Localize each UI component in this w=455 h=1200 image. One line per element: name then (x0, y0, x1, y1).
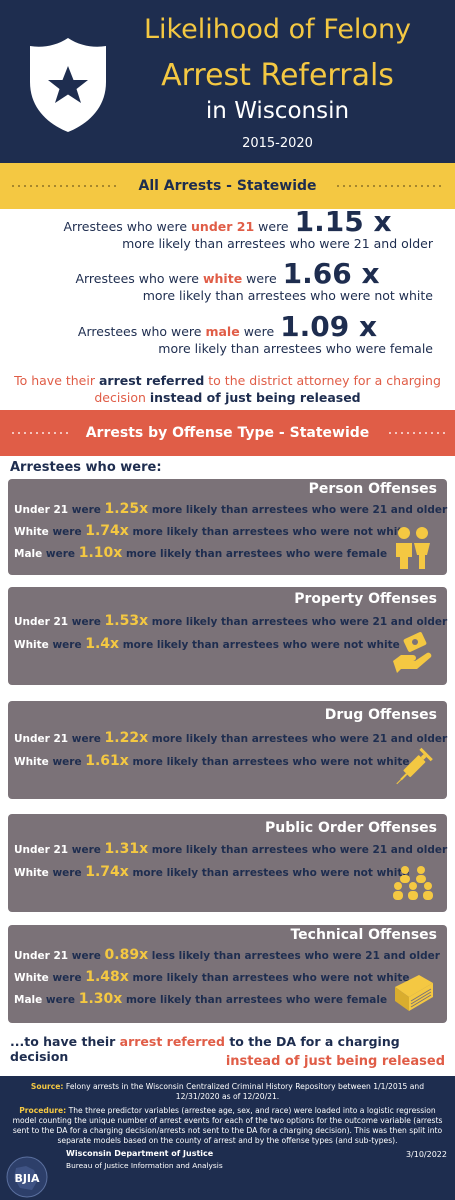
stat-suffix: were (258, 219, 289, 234)
footer: Source: Felony arrests in the Wisconsin … (0, 1076, 455, 1200)
offense-banner: Arrests by Offense Type - Statewide (0, 410, 455, 456)
card-row: Under 21 were 1.22x more likely than arr… (14, 730, 448, 746)
arrestees-intro: Arrestees who were: (10, 460, 162, 475)
property-offenses-card: Property Offenses Under 21 were 1.53x mo… (8, 587, 447, 685)
book-icon (395, 975, 433, 1011)
title-line-1: Likelihood of Felony (143, 14, 412, 45)
stat-suffix: were (246, 271, 277, 286)
stat-multiplier: 1.66 x (282, 257, 380, 290)
drug-offenses-card: Drug Offenses Under 21 were 1.22x more l… (8, 701, 447, 799)
publish-date: 3/10/2022 (405, 1150, 447, 1159)
statewide-banner: All Arrests - Statewide (0, 163, 455, 209)
stat-comparison: more likely than arrestees who were not … (142, 288, 433, 303)
stat-male: Arrestees who were male were 1.09 x more… (0, 310, 455, 356)
crowd-icon (393, 866, 433, 900)
card-row: White were 1.74x more likely than arrest… (14, 523, 410, 539)
procedure-note: Procedure: The three predictor variables… (12, 1106, 443, 1145)
card-title: Drug Offenses (324, 707, 437, 723)
offense-banner-title: Arrests by Offense Type - Statewide (85, 425, 370, 441)
statewide-conclusion: To have their arrest referred to the dis… (14, 373, 441, 405)
closing-line-1: ...to have their arrest referred to the … (10, 1034, 400, 1064)
stat-prefix: Arrestees who were (75, 271, 199, 286)
title-line-3: in Wisconsin (205, 98, 350, 124)
years-label: 2015-2020 (242, 136, 313, 151)
stat-suffix: were (243, 324, 275, 339)
source-note: Source: Felony arrests in the Wisconsin … (30, 1082, 425, 1101)
card-row: White were 1.61x more likely than arrest… (14, 753, 410, 769)
svg-text:BJIA: BJIA (14, 1172, 40, 1185)
stat-under-21: Arrestees who were under 21 were 1.15 x … (0, 205, 455, 251)
statewide-banner-title: All Arrests - Statewide (138, 178, 317, 194)
bjia-logo: BJIA (6, 1156, 48, 1198)
bureau-name: Bureau of Justice Information and Analys… (66, 1161, 223, 1170)
card-row: Under 21 were 1.53x more likely than arr… (14, 613, 448, 629)
technical-offenses-card: Technical Offenses Under 21 were 0.89x l… (8, 925, 447, 1023)
stat-group: male (205, 324, 240, 339)
public-order-offenses-card: Public Order Offenses Under 21 were 1.31… (8, 814, 447, 912)
stat-group: white (202, 271, 243, 286)
closing-line-2: instead of just being released (225, 1054, 445, 1069)
card-title: Public Order Offenses (265, 820, 437, 836)
stat-prefix: Arrestees who were (77, 324, 202, 339)
card-row: Under 21 were 1.25x more likely than arr… (14, 501, 448, 517)
card-row: White were 1.48x more likely than arrest… (14, 969, 410, 985)
stat-prefix: Arrestees who were (63, 219, 188, 234)
card-row: Under 21 were 1.31x more likely than arr… (14, 841, 448, 857)
card-title: Technical Offenses (290, 927, 437, 943)
card-row: Male were 1.10x more likely than arreste… (14, 545, 388, 561)
card-row: White were 1.4x more likely than arreste… (14, 636, 400, 652)
stat-comparison: more likely than arrestees who were fema… (158, 341, 433, 356)
police-badge-icon (30, 38, 106, 132)
card-title: Property Offenses (294, 591, 437, 607)
syringe-icon (396, 747, 433, 785)
stat-multiplier: 1.15 x (294, 205, 392, 238)
stat-white: Arrestees who were white were 1.66 x mor… (0, 257, 455, 303)
header: Likelihood of Felony Arrest Referrals in… (0, 0, 455, 163)
stat-multiplier: 1.09 x (280, 310, 378, 343)
card-title: Person Offenses (308, 481, 437, 497)
person-offenses-card: Person Offenses Under 21 were 1.25x more… (8, 479, 447, 575)
card-row: White were 1.74x more likely than arrest… (14, 864, 410, 880)
people-icon (396, 527, 430, 569)
org-name: Wisconsin Department of Justice (66, 1149, 214, 1158)
card-row: Male were 1.30x more likely than arreste… (14, 991, 388, 1007)
stat-group: under 21 (191, 219, 255, 234)
title-line-2: Arrest Referrals (161, 58, 394, 93)
hand-money-icon (393, 632, 432, 673)
card-row: Under 21 were 0.89x less likely than arr… (14, 947, 440, 963)
stat-comparison: more likely than arrestees who were 21 a… (122, 236, 433, 251)
